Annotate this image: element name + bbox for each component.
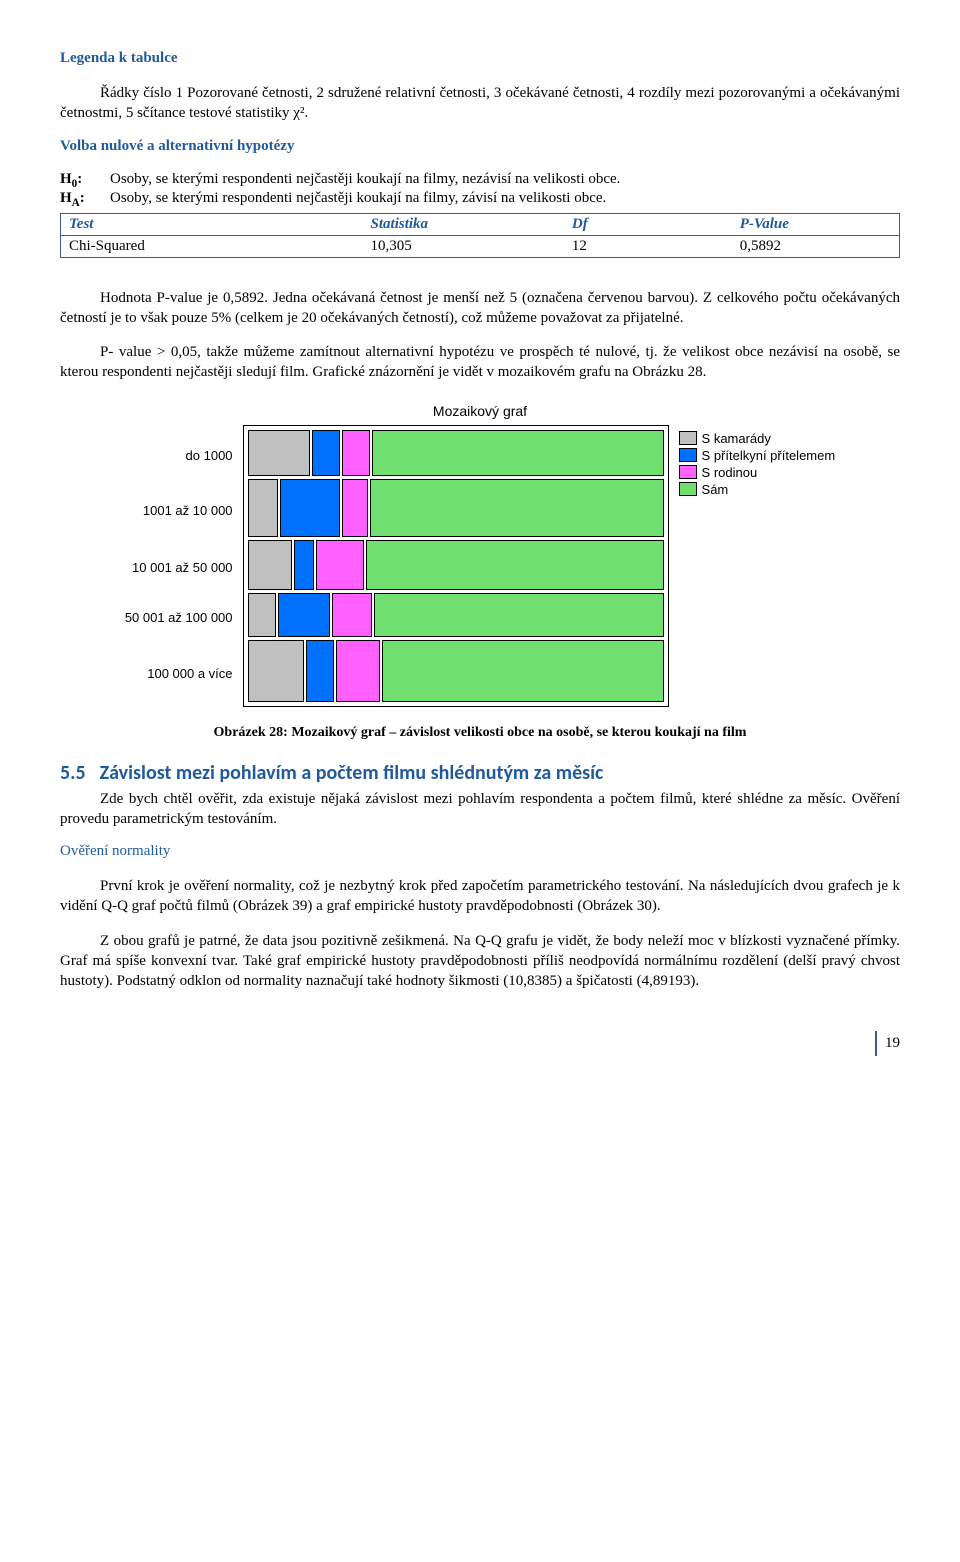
table-header: Test [61,213,363,235]
mosaic-ylabel: 10 001 až 50 000 [125,541,233,594]
volba-heading: Volba nulové a alternativní hypotézy [60,138,900,155]
paragraph-5: Z obou grafů je patrné, že data jsou poz… [60,931,900,992]
legend-swatch [679,482,697,496]
overeni-heading: Ověření normality [60,843,900,860]
mosaic-chart: Mozaikový graf do 10001001 až 10 00010 0… [60,403,900,707]
section-heading: 5.5Závislost mezi pohlavím a počtem film… [60,761,900,785]
page-number: 19 [60,1031,900,1056]
mosaic-cell [248,640,304,702]
mosaic-cell [294,540,314,590]
legend-item: Sám [679,482,836,497]
mosaic-cell [382,640,664,702]
mosaic-ylabel: do 1000 [125,431,233,480]
legend-swatch [679,448,697,462]
mosaic-cell [342,430,370,476]
table-header: P-Value [732,213,900,235]
table-cell: Chi-Squared [61,235,363,257]
table-cell: 10,305 [363,235,564,257]
mosaic-cell [316,540,364,590]
mosaic-cell [372,430,664,476]
mosaic-ylabel: 1001 až 10 000 [125,480,233,541]
paragraph-3: Zde bych chtěl ověřit, zda existuje něja… [60,789,900,830]
mosaic-cell [248,430,310,476]
mosaic-ylabel: 50 001 až 100 000 [125,594,233,641]
mosaic-cell [280,479,340,537]
mosaic-cell [342,479,368,537]
stat-table: TestStatistikaDfP-Value Chi-Squared10,30… [60,213,900,258]
legend-label: S rodinou [702,465,758,480]
legend-label: S přítelkyní přítelemem [702,448,836,463]
h0-line: H0: Osoby, se kterými respondenti nejčas… [60,171,900,190]
legend-heading: Legenda k tabulce [60,50,900,67]
paragraph-4: První krok je ověření normality, což je … [60,876,900,917]
mosaic-cell [332,593,372,637]
mosaic-cell [374,593,664,637]
figure-caption: Obrázek 28: Mozaikový graf – závislost v… [60,725,900,741]
legend-swatch [679,431,697,445]
legend-item: S kamarády [679,431,836,446]
mosaic-cell [278,593,330,637]
mosaic-cell [336,640,380,702]
mosaic-cell [312,430,340,476]
table-header: Df [564,213,732,235]
mosaic-ylabel: 100 000 a více [125,641,233,706]
mosaic-cell [366,540,664,590]
legend-swatch [679,465,697,479]
table-cell: 12 [564,235,732,257]
ha-line: HA: Osoby, se kterými respondenti nejčas… [60,190,900,209]
legend-item: S přítelkyní přítelemem [679,448,836,463]
legend-item: S rodinou [679,465,836,480]
mosaic-cell [248,540,292,590]
mosaic-cell [248,479,278,537]
table-header: Statistika [363,213,564,235]
chart-title: Mozaikový graf [60,403,900,419]
paragraph-2: P- value > 0,05, takže můžeme zamítnout … [60,342,900,383]
paragraph-1: Hodnota P-value je 0,5892. Jedna očekáva… [60,288,900,329]
mosaic-cell [370,479,664,537]
legend-label: S kamarády [702,431,771,446]
mosaic-cell [248,593,276,637]
table-cell: 0,5892 [732,235,900,257]
mosaic-cell [306,640,334,702]
legend-paragraph: Řádky číslo 1 Pozorované četnosti, 2 sdr… [60,83,900,124]
legend-label: Sám [702,482,729,497]
